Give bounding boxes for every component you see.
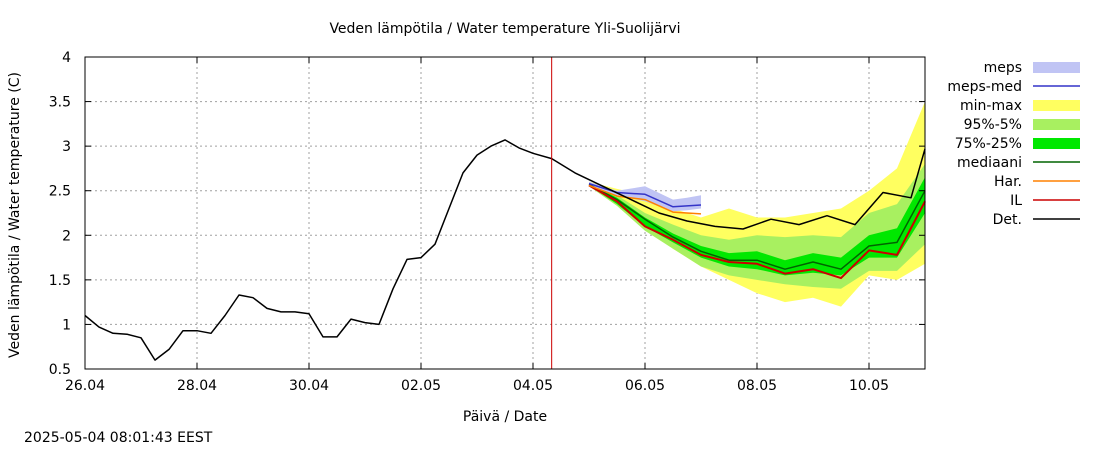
legend-label: Har. xyxy=(994,174,1022,190)
y-tick-label: 0.5 xyxy=(49,362,71,378)
y-axis-ticks: 0.5 1 1.5 2 2.5 3 3.5 4 xyxy=(49,50,925,378)
timestamp-footer: 2025-05-04 08:01:43 EEST xyxy=(24,430,213,446)
legend-label: Det. xyxy=(993,212,1022,228)
legend-label: 75%-25% xyxy=(955,136,1022,152)
legend-swatch xyxy=(1033,138,1080,149)
legend-label: meps-med xyxy=(947,79,1022,95)
x-tick-label: 04.05 xyxy=(513,378,553,394)
har-line xyxy=(588,184,702,215)
p95-5-band xyxy=(589,164,925,289)
legend-label: meps xyxy=(984,60,1022,76)
y-tick-label: 2.5 xyxy=(49,184,71,200)
series-lines xyxy=(84,57,926,369)
chart-title: Veden lämpötila / Water temperature Yli-… xyxy=(329,21,680,37)
mediaani-line xyxy=(588,183,926,270)
x-axis-label: Päivä / Date xyxy=(463,409,547,425)
y-tick-label: 2 xyxy=(62,228,71,244)
plot-frame xyxy=(84,56,926,370)
legend-label: min-max xyxy=(960,98,1022,114)
plot-area xyxy=(85,57,925,369)
det-line xyxy=(551,148,926,230)
legend-swatch xyxy=(1033,62,1080,73)
legend-label: mediaani xyxy=(957,155,1022,171)
plot-background xyxy=(85,57,925,369)
x-tick-label: 08.05 xyxy=(737,378,777,394)
x-tick-label: 02.05 xyxy=(401,378,441,394)
y-tick-label: 3.5 xyxy=(49,95,71,111)
y-tick-label: 1 xyxy=(62,317,71,333)
plot-border xyxy=(84,56,926,370)
legend: meps meps-med min-max 95%-5% 75%-25% mediaani… xyxy=(947,60,1080,228)
y-tick-label: 1.5 xyxy=(49,273,71,289)
x-axis-ticks: 26.04 28.04 30.04 02.05 04.05 06.05 08.05 10.05 xyxy=(65,57,889,394)
x-tick-label: 10.05 xyxy=(849,378,889,394)
x-tick-label: 26.04 xyxy=(65,378,105,394)
observed-line xyxy=(84,139,552,361)
legend-swatch xyxy=(1033,119,1080,130)
il-line xyxy=(588,184,926,280)
legend-label: IL xyxy=(1010,193,1022,209)
x-tick-label: 06.05 xyxy=(625,378,665,394)
legend-swatch xyxy=(1033,100,1080,111)
y-axis-label: Veden lämpötila / Water temperature (C) xyxy=(7,72,23,358)
y-tick-label: 4 xyxy=(62,50,71,66)
x-tick-label: 28.04 xyxy=(177,378,217,394)
meps-band xyxy=(589,181,701,212)
x-tick-label: 30.04 xyxy=(289,378,329,394)
legend-label: 95%-5% xyxy=(964,117,1022,133)
y-tick-label: 3 xyxy=(62,139,71,155)
